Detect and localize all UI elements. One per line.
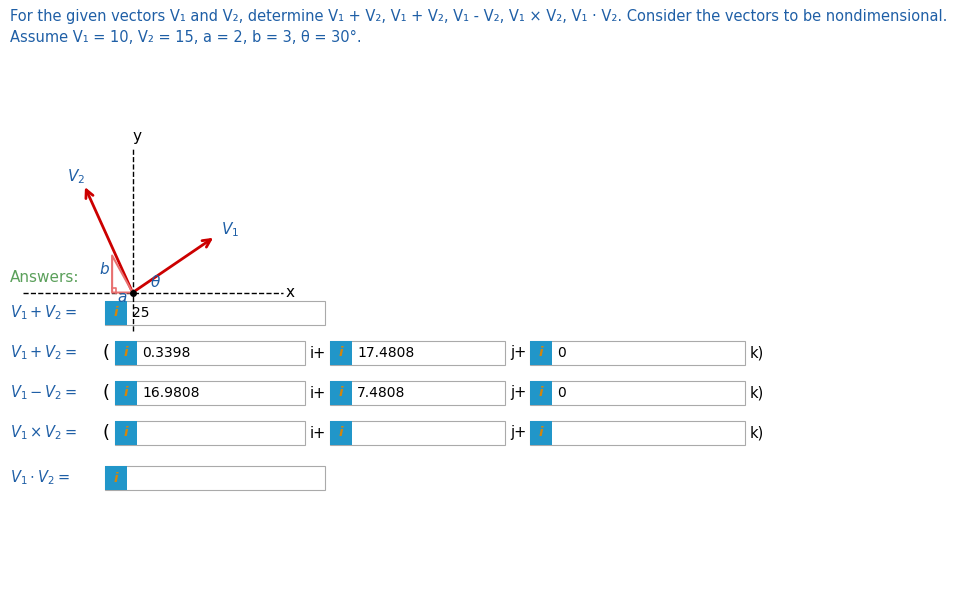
- Text: 16.9808: 16.9808: [142, 386, 199, 400]
- Text: i: i: [114, 471, 119, 484]
- Text: y: y: [132, 129, 142, 145]
- Text: $V_1 + V_2 =$: $V_1 + V_2 =$: [10, 344, 78, 362]
- Bar: [530, 381, 552, 405]
- Text: Answers:: Answers:: [10, 270, 79, 285]
- Bar: [105, 301, 325, 325]
- Text: k): k): [750, 346, 765, 361]
- Text: 0: 0: [557, 346, 566, 360]
- Text: $V_1 - V_2 =$: $V_1 - V_2 =$: [10, 384, 78, 402]
- Bar: [105, 466, 325, 490]
- Text: i+: i+: [310, 386, 326, 401]
- Text: j+: j+: [510, 386, 526, 401]
- Text: $V_1$: $V_1$: [221, 221, 239, 239]
- Text: x: x: [286, 285, 295, 300]
- Bar: [115, 381, 305, 405]
- Bar: [330, 341, 352, 365]
- Text: Assume V₁ = 10, V₂ = 15, a = 2, b = 3, θ = 30°.: Assume V₁ = 10, V₂ = 15, a = 2, b = 3, θ…: [10, 29, 362, 44]
- Bar: [530, 341, 552, 365]
- Text: i: i: [123, 386, 128, 399]
- Text: $V_1 \times V_2 =$: $V_1 \times V_2 =$: [10, 423, 78, 443]
- Bar: [105, 466, 127, 490]
- Bar: [115, 421, 137, 445]
- Text: i: i: [339, 346, 344, 359]
- Text: i: i: [339, 386, 344, 399]
- Text: j+: j+: [510, 346, 526, 361]
- Text: (: (: [103, 384, 110, 402]
- Text: j+: j+: [510, 426, 526, 441]
- Text: k): k): [750, 386, 765, 401]
- Text: (: (: [103, 344, 110, 362]
- Text: i: i: [339, 426, 344, 440]
- Text: i: i: [123, 346, 128, 359]
- Text: $\theta$: $\theta$: [150, 274, 162, 290]
- Bar: [115, 381, 137, 405]
- Bar: [330, 421, 352, 445]
- Text: 7.4808: 7.4808: [357, 386, 406, 400]
- Bar: [330, 421, 505, 445]
- Text: 0: 0: [557, 386, 566, 400]
- Text: k): k): [750, 426, 765, 441]
- Text: i: i: [539, 386, 544, 399]
- Text: i+: i+: [310, 426, 326, 441]
- Text: i: i: [123, 426, 128, 440]
- Text: $V_1 \cdot V_2 =$: $V_1 \cdot V_2 =$: [10, 469, 70, 487]
- Text: i: i: [114, 307, 119, 319]
- Bar: [330, 381, 505, 405]
- Text: (: (: [103, 424, 110, 442]
- Bar: [330, 381, 352, 405]
- Text: i: i: [539, 426, 544, 440]
- Text: i+: i+: [310, 346, 326, 361]
- Text: $V_2$: $V_2$: [67, 167, 85, 186]
- Bar: [530, 341, 745, 365]
- Bar: [530, 421, 745, 445]
- Text: For the given vectors V₁ and V₂, determine V₁ + V₂, V₁ + V₂, V₁ - V₂, V₁ × V₂, V: For the given vectors V₁ and V₂, determi…: [10, 10, 947, 25]
- Bar: [115, 421, 305, 445]
- Text: 25: 25: [132, 306, 149, 320]
- Bar: [115, 341, 305, 365]
- Bar: [105, 301, 127, 325]
- Text: $V_1 + V_2 =$: $V_1 + V_2 =$: [10, 304, 78, 322]
- Text: a: a: [118, 289, 127, 304]
- Bar: [330, 341, 505, 365]
- Text: i: i: [539, 346, 544, 359]
- Bar: [115, 341, 137, 365]
- Bar: [530, 381, 745, 405]
- Text: 17.4808: 17.4808: [357, 346, 414, 360]
- Text: 0.3398: 0.3398: [142, 346, 190, 360]
- Text: b: b: [100, 262, 109, 277]
- Bar: [530, 421, 552, 445]
